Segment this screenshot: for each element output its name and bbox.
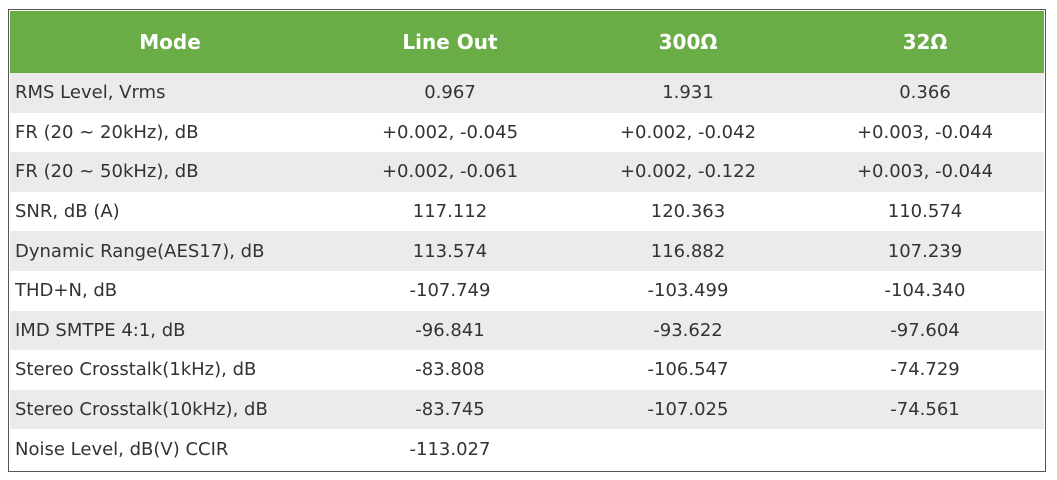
- header-row: Mode Line Out 300Ω 32Ω: [10, 11, 1044, 73]
- value-cell: -83.808: [415, 359, 485, 381]
- value-cell: -113.027: [409, 438, 491, 460]
- value-cell: -74.561: [806, 389, 1044, 430]
- value-cell: -83.745: [330, 389, 570, 430]
- row-label: RMS Level, Vrms: [10, 73, 330, 113]
- table-header: Mode Line Out 300Ω 32Ω: [10, 11, 1044, 73]
- value-cell: -103.499: [647, 280, 729, 302]
- value-cell: -93.622: [570, 310, 806, 351]
- row-label: THD+N, dB: [15, 280, 118, 302]
- value-cell: 110.574: [887, 201, 963, 223]
- value-cell: -106.547: [647, 359, 729, 381]
- header-cell: 32Ω: [806, 11, 1044, 73]
- header-cell: 300Ω: [570, 11, 806, 73]
- row-label: Noise Level, dB(V) CCIR: [15, 438, 229, 460]
- value-cell: -107.749: [409, 280, 491, 302]
- table-row: Stereo Crosstalk(1kHz), dB -83.808 -106.54…: [10, 350, 1044, 390]
- value-cell: +0.002, -0.061: [330, 152, 570, 192]
- value-cell: -104.340: [884, 280, 966, 302]
- value-cell: 116.882: [570, 231, 806, 271]
- value-cell: +0.003, -0.044: [856, 121, 994, 143]
- value-cell: -97.604: [806, 310, 1044, 351]
- table-row: FR (20 ~ 20kHz), dB +0.002, -0.045 +0.002,…: [10, 113, 1044, 153]
- table-body: RMS Level, Vrms 0.967 1.931 0.366 FR (20 ~ 2…: [10, 73, 1044, 469]
- table-row: Stereo Crosstalk(10kHz), dB -83.745 -107.0…: [10, 389, 1044, 430]
- value-cell: -96.841: [330, 310, 570, 351]
- row-label: SNR, dB (A): [15, 201, 120, 223]
- value-cell: -74.729: [890, 359, 960, 381]
- row-label: Stereo Crosstalk(1kHz), dB: [15, 359, 257, 381]
- table-row: Noise Level, dB(V) CCIR -113.027: [10, 429, 1044, 469]
- empty-cell: [806, 429, 1044, 469]
- value-cell: -107.025: [570, 389, 806, 430]
- value-cell: 117.112: [412, 201, 488, 223]
- value-cell: 113.574: [330, 231, 570, 271]
- table-frame: Mode Line Out 300Ω 32Ω RMS Level, Vrms 0.967…: [8, 9, 1046, 472]
- value-cell: 120.363: [650, 201, 726, 223]
- table-row: FR (20 ~ 50kHz), dB +0.002, -0.061 +0.002,…: [10, 152, 1044, 192]
- row-label: Stereo Crosstalk(10kHz), dB: [10, 389, 330, 430]
- value-cell: 0.967: [330, 73, 570, 113]
- table-row: THD+N, dB -107.749 -103.499 -104.340: [10, 271, 1044, 311]
- value-cell: 107.239: [806, 231, 1044, 271]
- table-row: IMD SMTPE 4:1, dB -96.841 -93.622 -97.604: [10, 310, 1044, 351]
- row-label: IMD SMTPE 4:1, dB: [10, 310, 330, 351]
- table-row: SNR, dB (A) 117.112 120.363 110.574: [10, 192, 1044, 232]
- value-cell: +0.003, -0.044: [806, 152, 1044, 192]
- row-label: FR (20 ~ 50kHz), dB: [10, 152, 330, 192]
- value-cell: +0.002, -0.042: [619, 121, 757, 143]
- value-cell: 0.366: [806, 73, 1044, 113]
- value-cell: +0.002, -0.122: [570, 152, 806, 192]
- value-cell: +0.002, -0.045: [381, 121, 519, 143]
- header-cell: Line Out: [330, 11, 570, 73]
- spec-table: Mode Line Out 300Ω 32Ω RMS Level, Vrms 0.967…: [10, 11, 1044, 469]
- header-cell: Mode: [10, 11, 330, 73]
- table-row: Dynamic Range(AES17), dB 113.574 116.882 10…: [10, 231, 1044, 271]
- row-label: FR (20 ~ 20kHz), dB: [15, 121, 199, 143]
- table-row: RMS Level, Vrms 0.967 1.931 0.366: [10, 73, 1044, 113]
- empty-cell: [570, 429, 806, 469]
- row-label: Dynamic Range(AES17), dB: [10, 231, 330, 271]
- value-cell: 1.931: [570, 73, 806, 113]
